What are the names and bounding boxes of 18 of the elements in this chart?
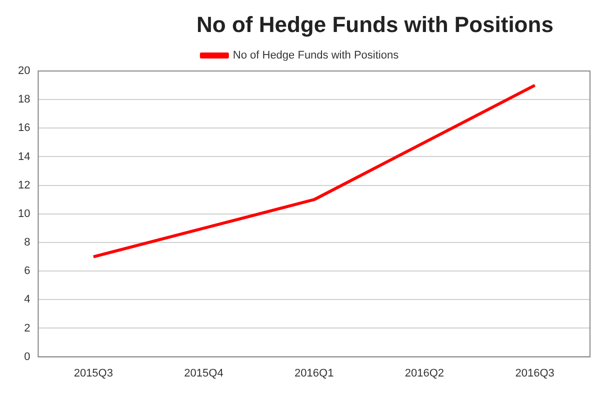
x-tick-label: 2016Q3 [515, 367, 554, 380]
y-tick-label: 20 [18, 65, 30, 78]
y-tick-label: 14 [18, 150, 30, 163]
x-tick-label: 2015Q3 [74, 367, 113, 380]
x-tick-label: 2016Q2 [404, 367, 444, 380]
y-tick-label: 6 [24, 265, 30, 278]
y-tick-label: 18 [18, 94, 30, 106]
legend-label: No of Hedge Funds with Positions [232, 50, 400, 62]
chart-title: No of Hedge Funds with Positions [196, 12, 554, 38]
y-tick-label: 8 [24, 236, 30, 249]
x-tick-label: 2016Q1 [294, 367, 334, 380]
y-tick-label: 10 [18, 208, 30, 220]
y-tick-label: 4 [24, 294, 30, 306]
y-tick-label: 12 [18, 179, 30, 192]
x-tick-label: 2015Q4 [184, 367, 224, 380]
y-tick-label: 16 [18, 122, 30, 134]
y-tick-label: 2 [24, 322, 30, 334]
y-tick-label: 0 [24, 350, 30, 363]
